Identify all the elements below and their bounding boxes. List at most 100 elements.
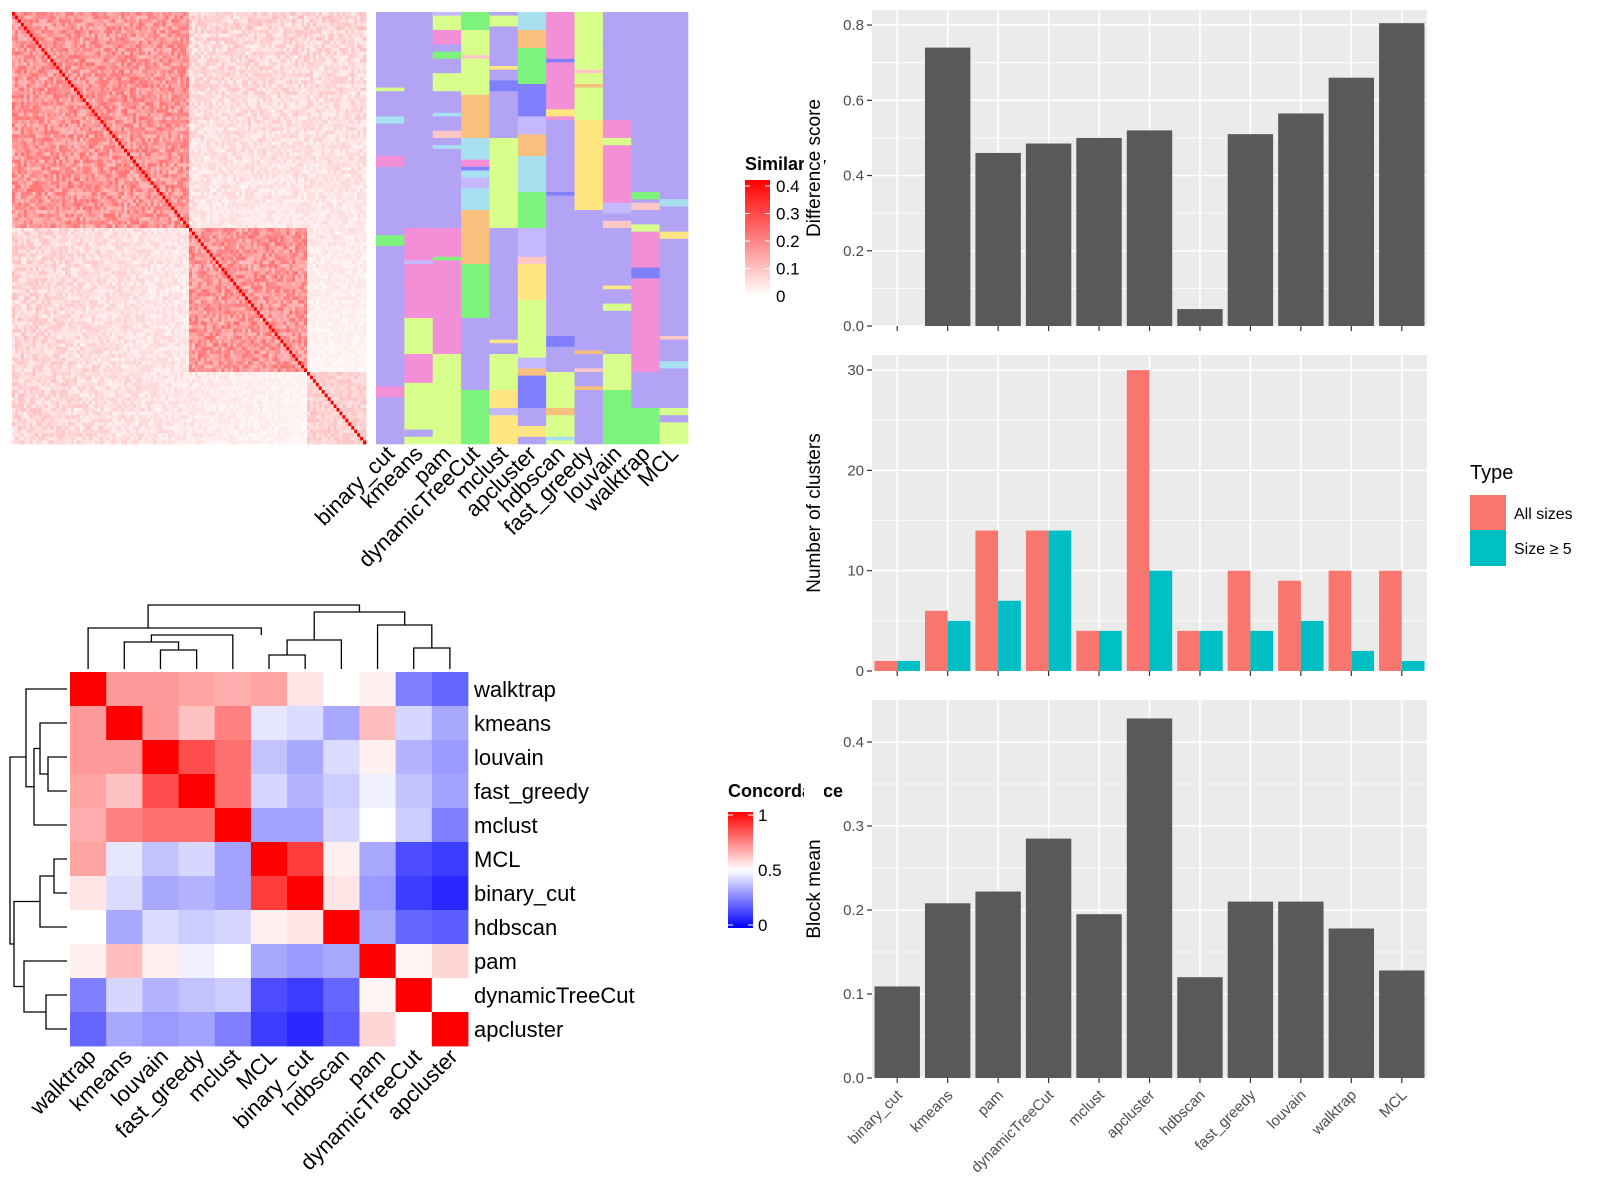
- similarity-cell: [318, 44, 323, 49]
- similarity-cell: [265, 73, 270, 78]
- similarity-cell: [130, 123, 134, 128]
- similarity-cell: [88, 138, 93, 142]
- similarity-cell: [245, 141, 249, 146]
- similarity-cell: [218, 58, 222, 63]
- similarity-cell: [259, 116, 264, 121]
- similarity-cell: [162, 105, 166, 110]
- similarity-cell: [330, 19, 334, 24]
- similarity-cell: [312, 15, 317, 20]
- similarity-cell: [44, 141, 48, 146]
- similarity-cell: [301, 66, 305, 70]
- similarity-cell: [32, 37, 36, 42]
- similarity-cell: [339, 109, 343, 114]
- similarity-cell: [82, 33, 87, 38]
- similarity-cell: [186, 84, 190, 88]
- similarity-cell: [298, 94, 302, 99]
- similarity-cell: [200, 30, 205, 34]
- similarity-cell: [103, 22, 107, 27]
- similarity-cell: [88, 94, 93, 99]
- similarity-cell: [197, 138, 202, 142]
- similarity-cell: [12, 44, 16, 49]
- similarity-cell: [20, 62, 25, 67]
- similarity-cell: [88, 76, 93, 81]
- similarity-cell: [59, 94, 63, 99]
- similarity-cell: [333, 73, 337, 78]
- similarity-cell: [227, 69, 231, 74]
- similarity-cell: [253, 152, 258, 157]
- similarity-cell: [130, 58, 134, 63]
- similarity-cell: [26, 116, 31, 121]
- similarity-cell: [271, 12, 275, 16]
- similarity-cell: [56, 66, 60, 70]
- similarity-cell: [351, 87, 355, 92]
- similarity-cell: [206, 145, 211, 150]
- similarity-cell: [35, 112, 39, 117]
- similarity-cell: [245, 48, 249, 52]
- similarity-cell: [109, 80, 113, 85]
- similarity-cell: [91, 15, 95, 20]
- similarity-cell: [248, 130, 252, 135]
- similarity-cell: [186, 91, 190, 96]
- similarity-cell: [336, 109, 340, 114]
- similarity-cell: [112, 120, 116, 124]
- similarity-cell: [103, 112, 107, 117]
- similarity-cell: [339, 55, 343, 60]
- similarity-cell: [215, 30, 219, 34]
- similarity-cell: [342, 105, 346, 110]
- similarity-cell: [324, 44, 329, 49]
- similarity-cell: [165, 62, 169, 67]
- similarity-cell: [239, 12, 243, 16]
- similarity-cell: [265, 12, 270, 16]
- similarity-cell: [230, 130, 234, 135]
- similarity-cell: [262, 33, 267, 38]
- similarity-cell: [29, 55, 34, 60]
- similarity-cell: [345, 30, 349, 34]
- similarity-cell: [330, 48, 334, 52]
- similarity-cell: [200, 145, 205, 150]
- similarity-cell: [32, 30, 36, 34]
- similarity-cell: [245, 22, 249, 27]
- similarity-cell: [112, 156, 116, 160]
- similarity-cell: [274, 109, 278, 114]
- similarity-cell: [32, 112, 36, 117]
- similarity-cell: [253, 148, 258, 153]
- similarity-cell: [180, 148, 184, 153]
- similarity-cell: [218, 84, 222, 88]
- similarity-cell: [324, 152, 329, 157]
- similarity-cell: [342, 40, 346, 45]
- similarity-cell: [321, 148, 326, 153]
- similarity-cell: [79, 33, 84, 38]
- similarity-cell: [20, 84, 25, 88]
- similarity-cell: [209, 30, 213, 34]
- similarity-cell: [292, 66, 296, 70]
- similarity-cell: [298, 127, 302, 132]
- similarity-cell: [115, 84, 119, 88]
- similarity-cell: [301, 73, 305, 78]
- similarity-cell: [200, 98, 205, 103]
- similarity-cell: [62, 91, 66, 96]
- similarity-cell: [132, 48, 137, 52]
- similarity-cell: [197, 12, 202, 16]
- similarity-cell: [115, 22, 119, 27]
- similarity-cell: [88, 62, 93, 67]
- similarity-cell: [351, 130, 355, 135]
- similarity-cell: [112, 44, 116, 49]
- similarity-cell: [206, 148, 211, 153]
- similarity-cell: [76, 109, 81, 114]
- similarity-cell: [233, 48, 237, 52]
- similarity-cell: [324, 19, 329, 24]
- similarity-cell: [351, 37, 355, 42]
- similarity-cell: [153, 148, 157, 153]
- similarity-cell: [79, 102, 84, 106]
- similarity-cell: [127, 120, 131, 124]
- similarity-cell: [159, 102, 163, 106]
- similarity-cell: [286, 109, 290, 114]
- similarity-cell: [221, 19, 225, 24]
- similarity-cell: [221, 123, 225, 128]
- similarity-cell: [277, 91, 281, 96]
- similarity-cell: [189, 69, 193, 74]
- similarity-cell: [88, 102, 93, 106]
- similarity-cell: [76, 73, 81, 78]
- similarity-cell: [236, 116, 240, 121]
- similarity-cell: [301, 84, 305, 88]
